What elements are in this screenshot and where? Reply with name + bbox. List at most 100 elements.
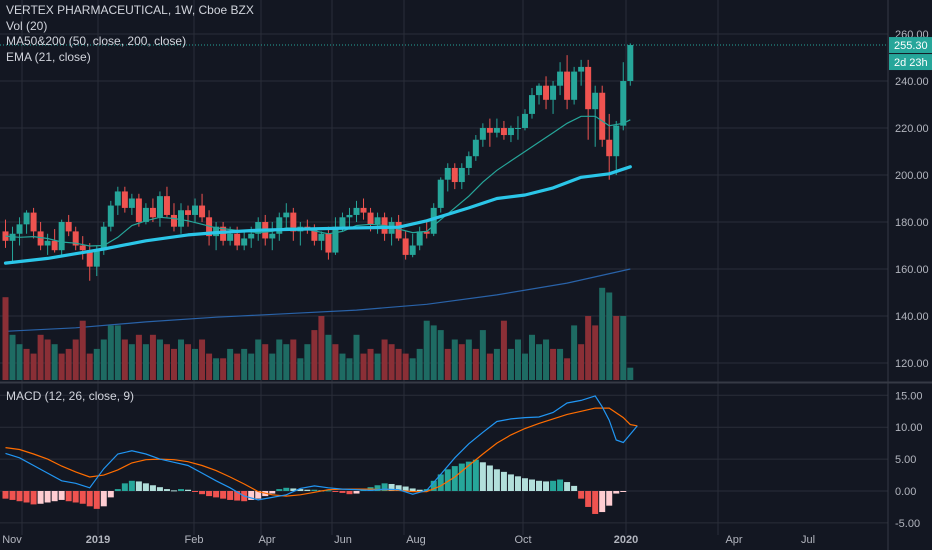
macd-histogram-bar [332,491,339,492]
volume-bar [170,348,177,380]
ma50-path [3,165,632,265]
macd-histogram-bar [100,491,107,507]
macd-histogram-bar [451,466,458,491]
macd-histogram-bar [199,491,206,495]
candle-body [65,222,72,232]
time-axis-label: 2019 [86,534,110,546]
macd-indicator-label[interactable]: MACD (12, 26, close, 9) [6,389,135,403]
symbol-title[interactable]: VERTEX PHARMACEUTICAL, 1W, Cboe BZX [6,3,254,17]
volume-bar [557,348,564,380]
candle-body [178,210,184,227]
candle-body [585,66,592,110]
volume-bar [16,344,23,380]
last-price-badge[interactable] [889,37,932,54]
macd-histogram-bar [557,479,564,491]
macd-histogram-bar [128,480,135,491]
candle-body [458,167,465,183]
macd-histogram-bar [283,487,290,491]
macd-histogram-bar [16,491,23,502]
volume-bar [107,325,114,380]
candle-body [185,210,192,215]
candle-body [493,128,500,133]
volume-bar [543,339,550,380]
volume-bar [135,334,142,380]
volume-bar [402,353,409,380]
candle-body [332,226,339,253]
macd-histogram-bar [170,490,177,492]
volume-bar [304,344,311,380]
volume-bar [430,325,437,380]
macd-histogram-bar [135,481,142,491]
volume-bar [100,339,107,380]
candle-body [557,71,564,86]
volume-bar [514,339,521,380]
countdown-label: 2d 23h [894,57,928,69]
volume-bar [339,353,346,380]
volume-bar [290,339,297,380]
macd-histogram-bar [255,491,262,499]
ema-indicator-label[interactable]: EMA (21, close) [6,49,91,64]
candle-body [311,229,318,241]
volume-bar [213,358,220,380]
candle-body [72,231,79,246]
volume-bar [409,358,416,380]
volume-indicator-label[interactable]: Vol (20) [6,18,48,33]
candle-body [325,233,332,253]
macd-histogram-bar [620,491,627,492]
candlesticks[interactable] [2,43,634,281]
volume-bar [283,344,290,380]
candle-body [142,207,149,222]
macd-histogram-bar [114,489,121,491]
volume-bar [9,334,16,380]
candle-body [58,222,65,251]
volume-bar [374,353,381,380]
price-tick-label: 220.00 [895,123,929,135]
candle-body [353,207,360,215]
axes[interactable]: 260.00240.00220.00200.00180.00160.00140.… [2,29,932,546]
countdown-badge [889,54,932,71]
macd-histogram-bar [65,491,72,502]
macd-line-path [5,395,638,501]
volume-bar [185,344,192,380]
ma-indicator-label[interactable]: MA50&200 (50, close, 200, close) [6,34,187,48]
candle-body [114,191,121,206]
volume-bar [367,348,374,380]
macd-histogram-bar [521,478,528,491]
candle-body [255,222,262,234]
volume-bar [206,353,213,380]
volume-bar [536,344,543,380]
last-price-label: 255.30 [894,40,928,52]
macd-tick-label: 0.00 [895,486,916,498]
price-tick-label: 160.00 [895,264,929,276]
macd-histogram-bar [353,491,360,494]
candle-body [451,167,458,183]
volume-bar [58,353,65,380]
candle-body [465,156,472,168]
volume-bar [44,339,51,380]
candle-body [107,205,114,227]
macd-histogram-bar [234,491,241,501]
volume-bar [255,339,262,380]
time-axis-label: Aug [406,534,426,546]
time-axis-label: Apr [258,534,275,546]
volume-bar [472,348,479,380]
volume-bar [199,339,206,380]
macd-lines [5,395,638,501]
volume-bar [163,344,170,380]
macd-histogram-bar [304,489,311,491]
ma200-line [5,268,631,332]
macd-histogram-bar [374,485,381,491]
ma50-line [3,165,632,265]
candle-body [163,196,170,215]
candle-body [486,128,493,133]
macd-histogram-bar [388,483,395,491]
volume-bar [332,344,339,380]
volume-bar [114,325,121,380]
candle-body [339,217,346,227]
macd-histogram-bar [564,482,571,491]
candle-body [192,205,199,215]
candle-body [423,231,430,234]
macd-histogram [2,459,627,514]
volume-bar [493,348,500,380]
price-tick-label: 120.00 [895,358,929,370]
